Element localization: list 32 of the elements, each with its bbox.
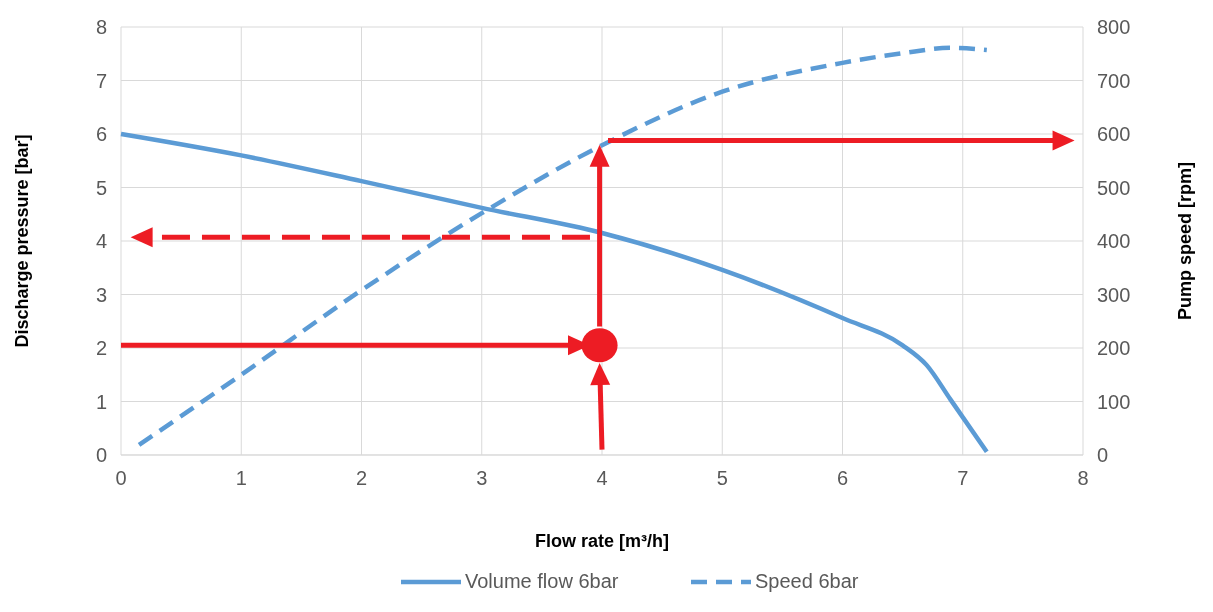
x-tick-label: 3 — [476, 467, 488, 489]
x-tick-label: 1 — [235, 467, 247, 489]
x-tick-label: 2 — [355, 467, 368, 489]
y2-tick-label: 600 — [1097, 123, 1131, 145]
y-tick-label: 8 — [95, 16, 107, 38]
y-axis-title: Discharge pressure [bar] — [12, 134, 32, 348]
x-tick-label: 8 — [1077, 467, 1089, 489]
y-tick-label: 1 — [95, 390, 107, 413]
y-tick-label: 2 — [95, 337, 107, 359]
y-tick-label: 5 — [95, 176, 107, 199]
y2-tick-label: 200 — [1097, 337, 1131, 359]
x-tick-label: 4 — [596, 467, 608, 489]
y-tick-label: 0 — [95, 444, 107, 466]
x-axis-title: Flow rate [m³/h] — [535, 531, 669, 551]
y2-tick-label: 800 — [1097, 16, 1131, 38]
legend-label: Volume flow 6bar — [465, 570, 619, 592]
x-tick-label: 7 — [957, 467, 969, 489]
y-tick-label: 4 — [95, 230, 107, 252]
y2-tick-label: 500 — [1097, 176, 1131, 199]
y2-tick-label: 400 — [1097, 230, 1131, 252]
y2-axis-title: Pump speed [rpm] — [1175, 161, 1195, 321]
y-tick-label: 7 — [95, 69, 107, 92]
y-tick-label: 3 — [95, 283, 107, 306]
y2-tick-label: 0 — [1097, 444, 1109, 466]
x-tick-label: 5 — [716, 467, 728, 489]
x-tick-label: 6 — [836, 467, 849, 489]
y2-tick-label: 300 — [1097, 283, 1131, 306]
y2-tick-label: 100 — [1097, 390, 1131, 413]
y2-tick-label: 700 — [1097, 69, 1131, 92]
legend-label: Speed 6bar — [755, 570, 859, 592]
y-tick-label: 6 — [95, 123, 107, 145]
x-tick-label: 0 — [115, 467, 127, 489]
